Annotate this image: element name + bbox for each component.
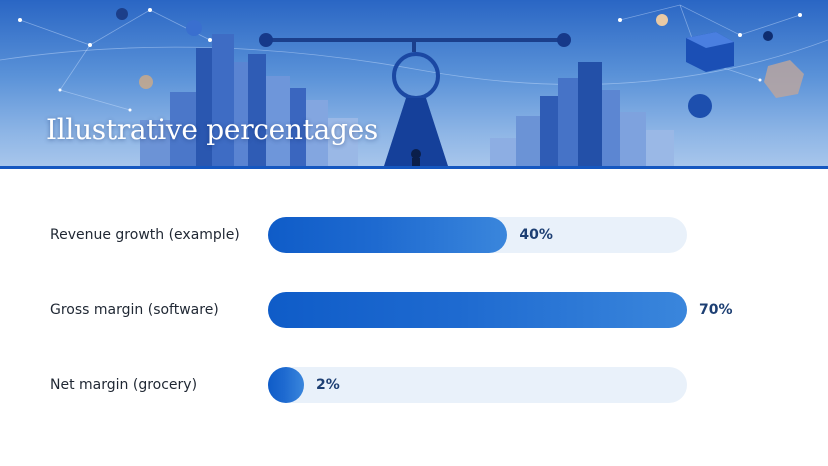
page-title: Illustrative percentages (46, 113, 378, 146)
category-label: Revenue growth (example) (50, 227, 240, 243)
bar (268, 292, 687, 328)
bar-track (268, 217, 687, 253)
bar (268, 367, 304, 403)
bar-row: Gross margin (software) 70% (0, 292, 828, 328)
bar-chart: Revenue growth (example) 40% Gross margin … (0, 169, 828, 466)
balance-scale-icon (259, 33, 571, 166)
cityscape-banner-illustration (0, 4, 828, 168)
header-banner: Illustrative percentages (0, 0, 828, 168)
value-label: 70% (699, 302, 733, 318)
bar-track (268, 292, 687, 328)
banner-divider (0, 166, 828, 169)
category-label: Gross margin (software) (50, 302, 219, 318)
value-label: 40% (519, 227, 553, 243)
bar-track (268, 367, 687, 403)
bar-row: Revenue growth (example) 40% (0, 217, 828, 253)
bar (268, 217, 508, 253)
category-label: Net margin (grocery) (50, 377, 198, 393)
bar-row: Net margin (grocery) 2% (0, 367, 828, 403)
value-label: 2% (316, 377, 340, 393)
